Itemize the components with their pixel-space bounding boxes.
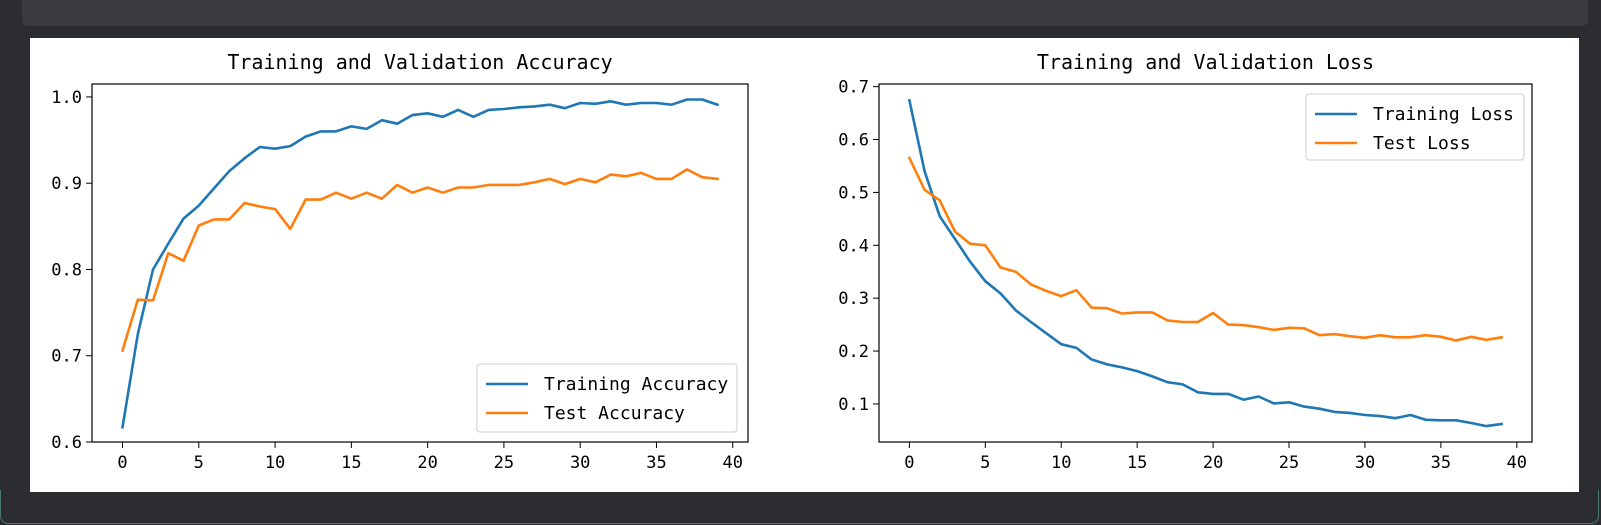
axes-frame — [878, 83, 1533, 443]
x-tick-label: 0 — [904, 453, 914, 473]
chart-title: Training and Validation Accuracy — [227, 50, 612, 74]
legend-label: Test Accuracy — [544, 403, 685, 424]
series-line — [907, 156, 1504, 342]
x-tick-label: 40 — [723, 453, 743, 473]
y-tick-label: 0.2 — [838, 342, 869, 362]
x-tick-label: 20 — [417, 453, 437, 473]
legend-box — [1305, 93, 1525, 161]
x-tick-label: 40 — [1507, 453, 1527, 473]
x-tick-label: 10 — [1051, 453, 1071, 473]
x-tick-label: 15 — [341, 453, 361, 473]
x-tick-label: 30 — [570, 453, 590, 473]
series-line — [121, 98, 720, 429]
y-tick-label: 0.1 — [838, 395, 869, 415]
loss-chart: Training and Validation Loss 0 5 10 15 20 25 3… — [838, 50, 1533, 473]
x-tick-label: 20 — [1203, 453, 1223, 473]
figure-svg: Training and Validation Accuracy 0 5 10 15 2… — [51, 50, 1533, 473]
y-tick-label: 0.9 — [51, 174, 82, 194]
y-tick-label: 0.6 — [838, 131, 869, 151]
series-line — [907, 98, 1504, 428]
x-tick-label: 35 — [1431, 453, 1451, 473]
x-tick-label: 5 — [194, 453, 204, 473]
legend-label: Training Loss — [1373, 104, 1514, 125]
x-tick-label: 10 — [265, 453, 285, 473]
figure-output: Training and Validation Accuracy 0 5 10 15 2… — [30, 38, 1579, 492]
y-tick-label: 1.0 — [51, 88, 82, 108]
x-tick-label: 5 — [980, 453, 990, 473]
output-cell-header-bar — [22, 0, 1588, 26]
accuracy-chart: Training and Validation Accuracy 0 5 10 15 2… — [51, 50, 749, 473]
y-tick-label: 0.4 — [838, 236, 869, 256]
y-tick-label: 0.7 — [51, 347, 82, 367]
y-tick-label: 0.3 — [838, 289, 869, 309]
legend-label: Test Loss — [1373, 133, 1471, 154]
y-tick-label: 0.5 — [838, 183, 869, 203]
x-tick-label: 30 — [1355, 453, 1375, 473]
y-tick-label: 0.7 — [838, 78, 869, 98]
axes-frame — [91, 83, 749, 443]
x-tick-label: 0 — [117, 453, 127, 473]
legend-label: Training Accuracy — [544, 374, 728, 395]
chart-title: Training and Validation Loss — [1037, 50, 1374, 74]
output-cell-frame — [0, 490, 1599, 524]
x-tick-label: 35 — [646, 453, 666, 473]
x-tick-label: 25 — [1279, 453, 1299, 473]
x-tick-label: 15 — [1127, 453, 1147, 473]
y-tick-label: 0.8 — [51, 260, 82, 280]
legend-box — [476, 363, 738, 433]
series-line — [120, 168, 719, 353]
y-tick-label: 0.6 — [51, 433, 82, 453]
x-tick-label: 25 — [494, 453, 514, 473]
